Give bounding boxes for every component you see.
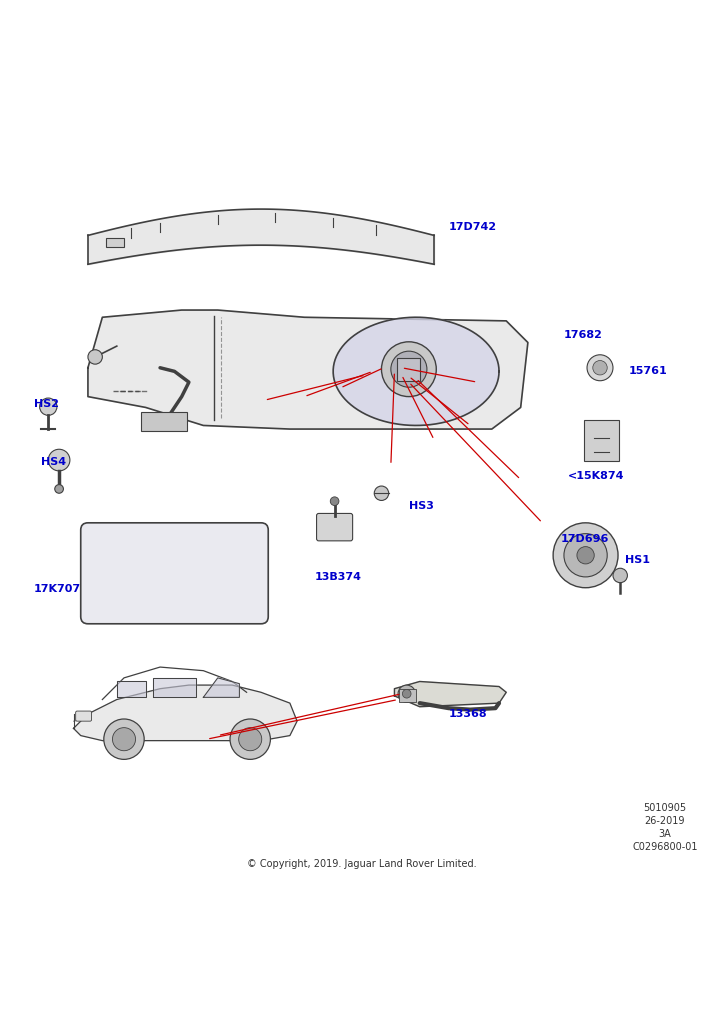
Text: 17D742: 17D742 <box>449 222 497 232</box>
Text: <15K874: <15K874 <box>568 471 624 481</box>
Circle shape <box>55 484 64 494</box>
Polygon shape <box>74 685 297 740</box>
Text: 3A: 3A <box>659 828 671 839</box>
Polygon shape <box>88 310 528 429</box>
Polygon shape <box>395 682 506 707</box>
Circle shape <box>403 689 411 698</box>
Text: HS3: HS3 <box>409 501 434 511</box>
Text: 13B374: 13B374 <box>315 572 362 582</box>
Text: HS2: HS2 <box>34 398 59 409</box>
Text: 17K707: 17K707 <box>34 584 81 594</box>
FancyBboxPatch shape <box>399 689 416 701</box>
Polygon shape <box>333 317 499 425</box>
Circle shape <box>374 486 389 501</box>
Circle shape <box>104 719 144 760</box>
Circle shape <box>330 497 339 506</box>
Text: 13368: 13368 <box>449 709 487 719</box>
Circle shape <box>553 523 618 588</box>
Text: HS4: HS4 <box>41 457 66 467</box>
FancyBboxPatch shape <box>397 357 421 381</box>
Text: HS1: HS1 <box>626 555 650 565</box>
Text: © Copyright, 2019. Jaguar Land Rover Limited.: © Copyright, 2019. Jaguar Land Rover Lim… <box>247 859 477 869</box>
Circle shape <box>49 450 70 471</box>
FancyBboxPatch shape <box>80 523 268 624</box>
Circle shape <box>382 342 437 396</box>
Circle shape <box>613 568 628 583</box>
Polygon shape <box>117 682 146 697</box>
Circle shape <box>88 350 102 365</box>
Circle shape <box>398 685 416 702</box>
Circle shape <box>564 534 607 577</box>
FancyBboxPatch shape <box>140 412 187 430</box>
FancyBboxPatch shape <box>76 711 91 721</box>
FancyBboxPatch shape <box>106 238 124 247</box>
Circle shape <box>40 398 57 416</box>
Circle shape <box>239 728 262 751</box>
Polygon shape <box>203 678 240 697</box>
Circle shape <box>577 547 594 564</box>
Text: C0296800-01: C0296800-01 <box>632 842 698 852</box>
Text: 5010905: 5010905 <box>644 803 686 813</box>
Circle shape <box>230 719 270 760</box>
FancyBboxPatch shape <box>584 421 619 461</box>
FancyBboxPatch shape <box>316 513 353 541</box>
Text: 17682: 17682 <box>564 331 603 340</box>
Circle shape <box>112 728 135 751</box>
Text: 15761: 15761 <box>629 367 668 377</box>
Circle shape <box>593 360 607 375</box>
Polygon shape <box>153 678 196 697</box>
Circle shape <box>391 351 427 387</box>
Text: 17D696: 17D696 <box>560 535 609 545</box>
Text: 26-2019: 26-2019 <box>644 816 685 825</box>
Circle shape <box>587 354 613 381</box>
